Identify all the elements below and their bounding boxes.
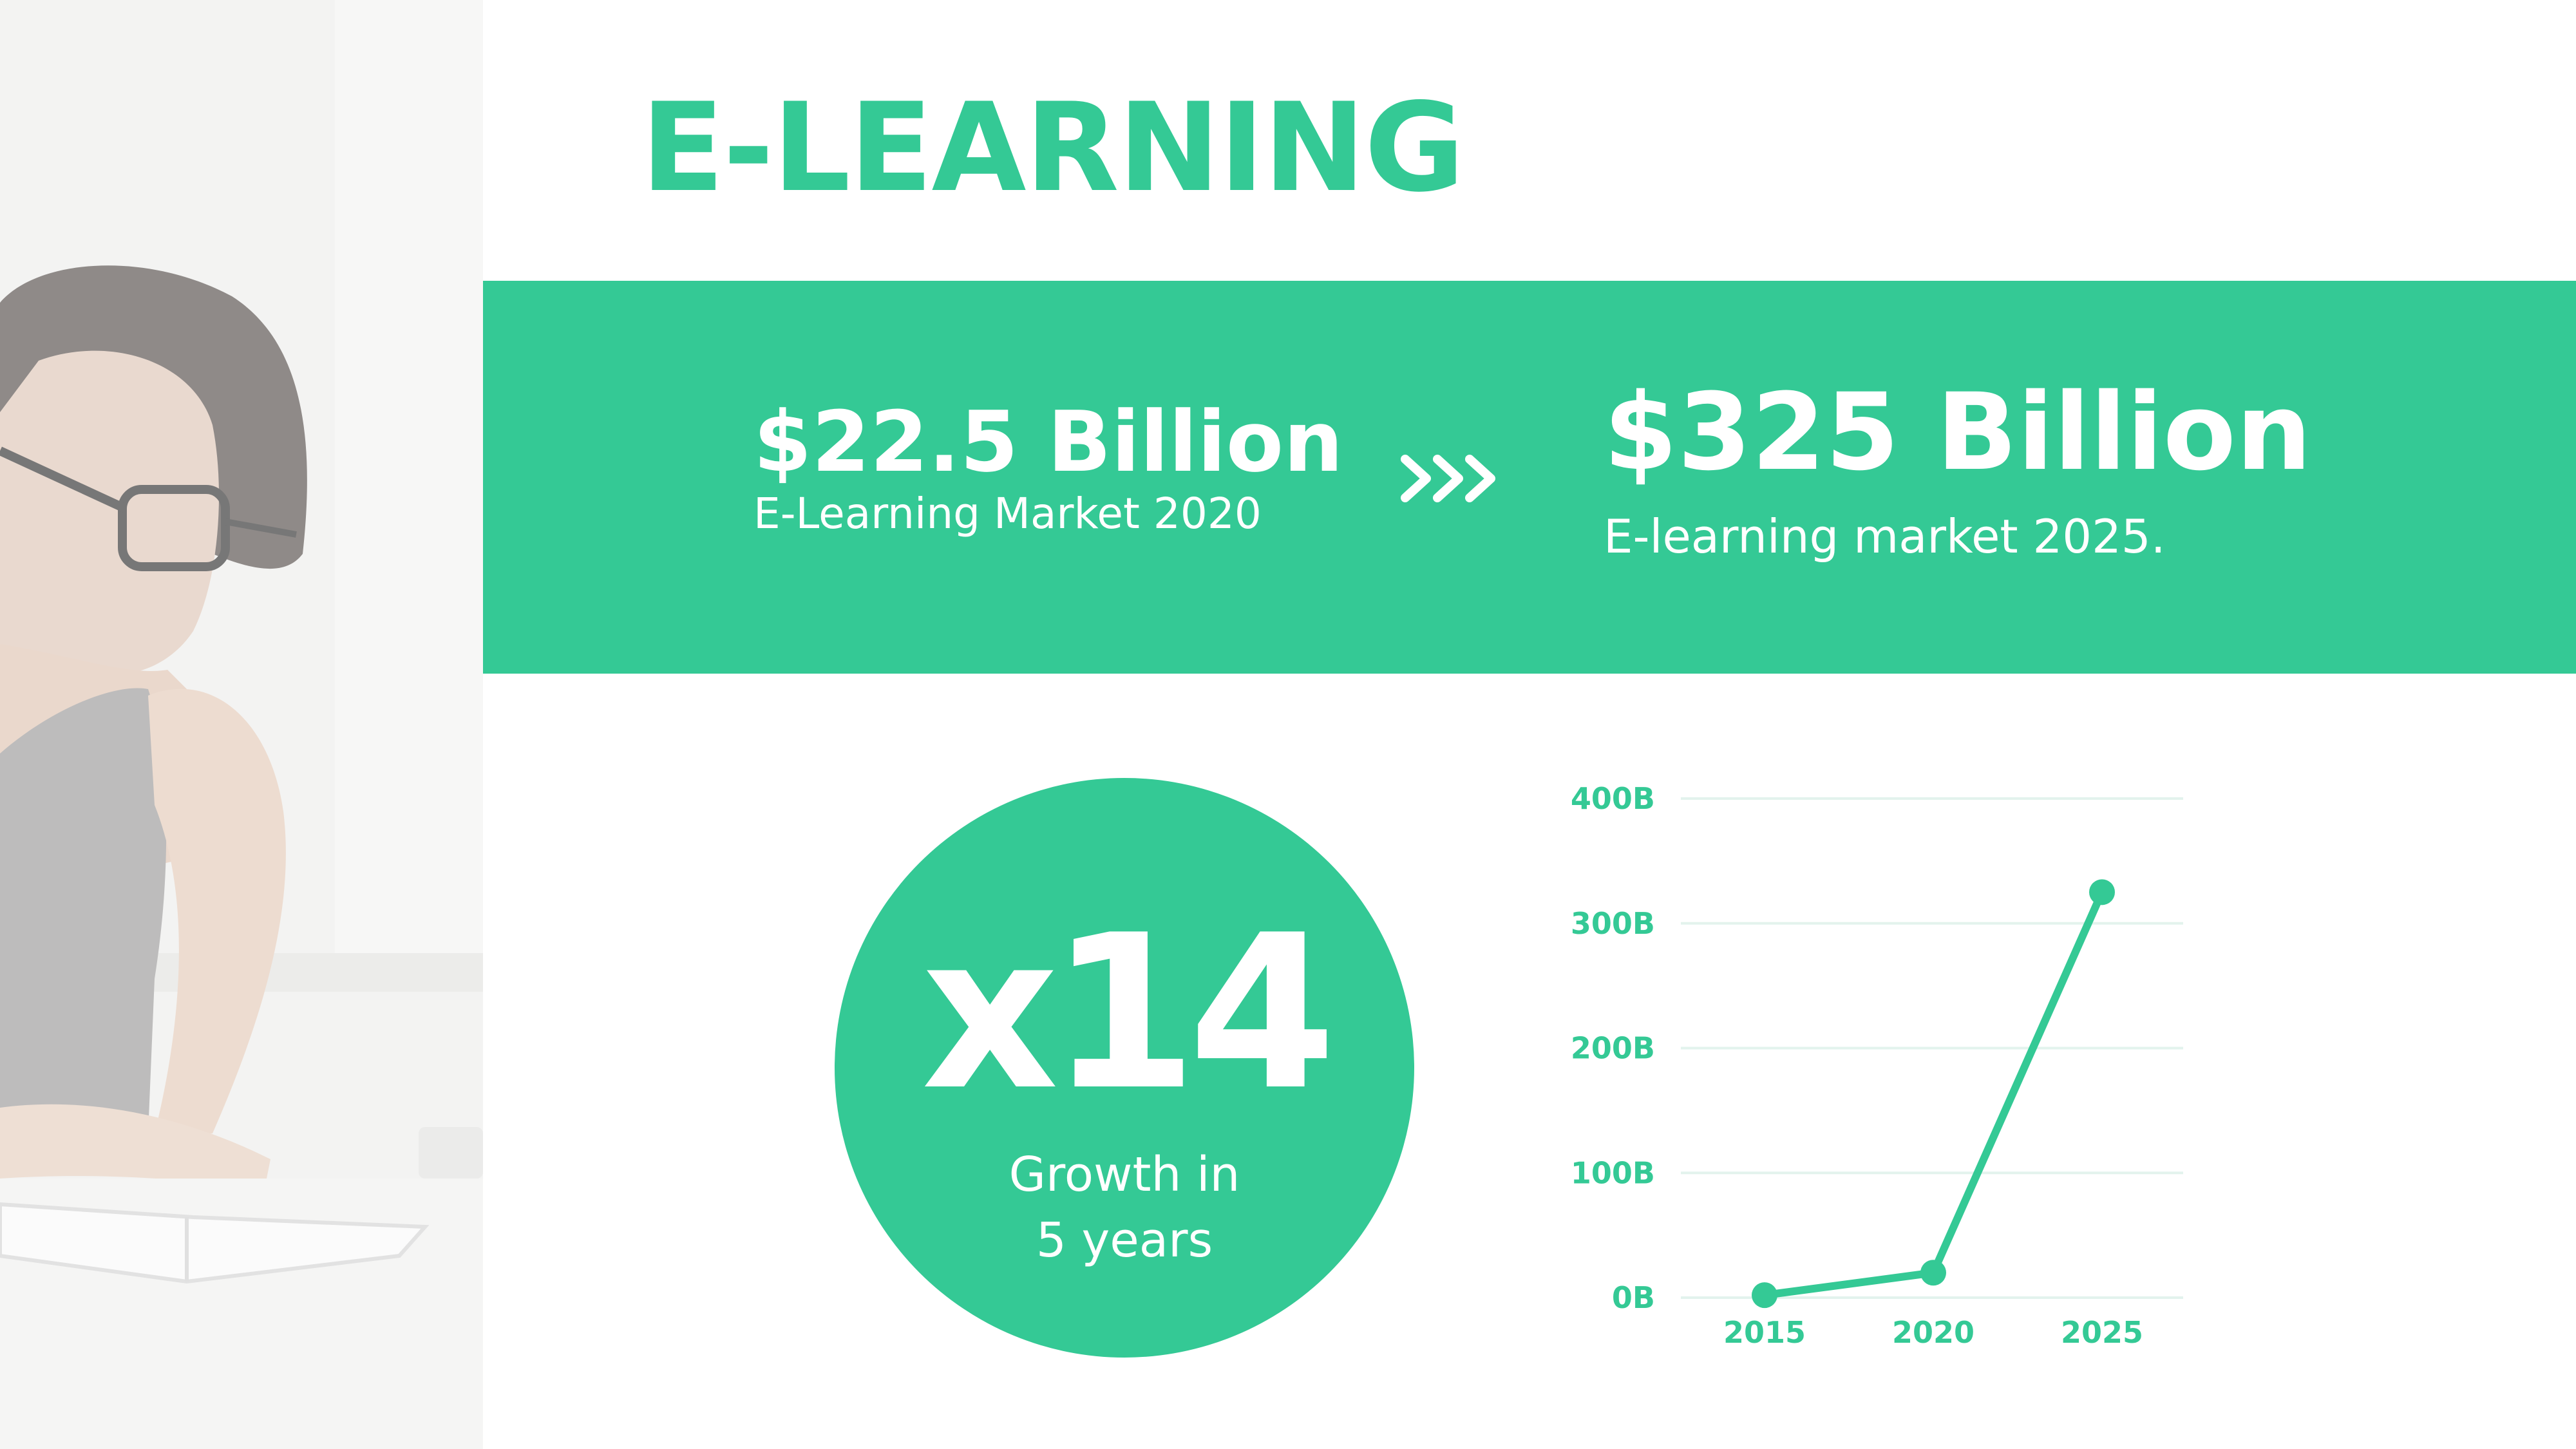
page-title: E-LEARNING [641, 77, 1465, 219]
growth-label: Growth in 5 years [1009, 1147, 1240, 1268]
chart-point [1752, 1282, 1777, 1309]
chart-y-ticks: 0B 100B 200B 300B 400B [1571, 781, 1655, 1315]
market-value-2025: $325 Billion [1604, 370, 2312, 494]
chart-point [1920, 1260, 1946, 1286]
chart-gridlines [1681, 797, 2183, 1299]
chart-y-tick-label: 300B [1571, 906, 1655, 941]
market-banner: $22.5 Billion E-Learning Market 2020 $32… [483, 281, 2576, 674]
chart-x-tick-label: 2025 [2061, 1315, 2143, 1350]
market-label-2020: E-Learning Market 2020 [753, 489, 1262, 538]
chart-series [1752, 879, 2115, 1309]
chart-y-tick-label: 200B [1571, 1031, 1655, 1066]
chart-y-tick-label: 100B [1571, 1155, 1655, 1190]
market-label-2025: E-learning market 2025. [1604, 509, 2166, 564]
chart-y-tick-label: 400B [1571, 781, 1655, 816]
triple-chevron-right-icon [1401, 455, 1495, 502]
chart-x-tick-label: 2015 [1723, 1315, 1806, 1350]
woman-studying-photo [0, 0, 483, 1449]
chart-y-tick-label: 0B [1612, 1280, 1655, 1315]
growth-factor: x14 [921, 889, 1336, 1137]
growth-circle: x14 Growth in 5 years [835, 778, 1414, 1358]
market-value-2020: $22.5 Billion [753, 393, 1343, 491]
market-line-chart: 0B 100B 200B 300B 400B 2015 2020 2025 [1571, 781, 2183, 1350]
chart-x-tick-label: 2020 [1892, 1315, 1975, 1350]
chart-series-line [1761, 888, 2106, 1300]
chart-x-ticks: 2015 2020 2025 [1723, 1315, 2143, 1350]
chart-point [2089, 879, 2115, 905]
